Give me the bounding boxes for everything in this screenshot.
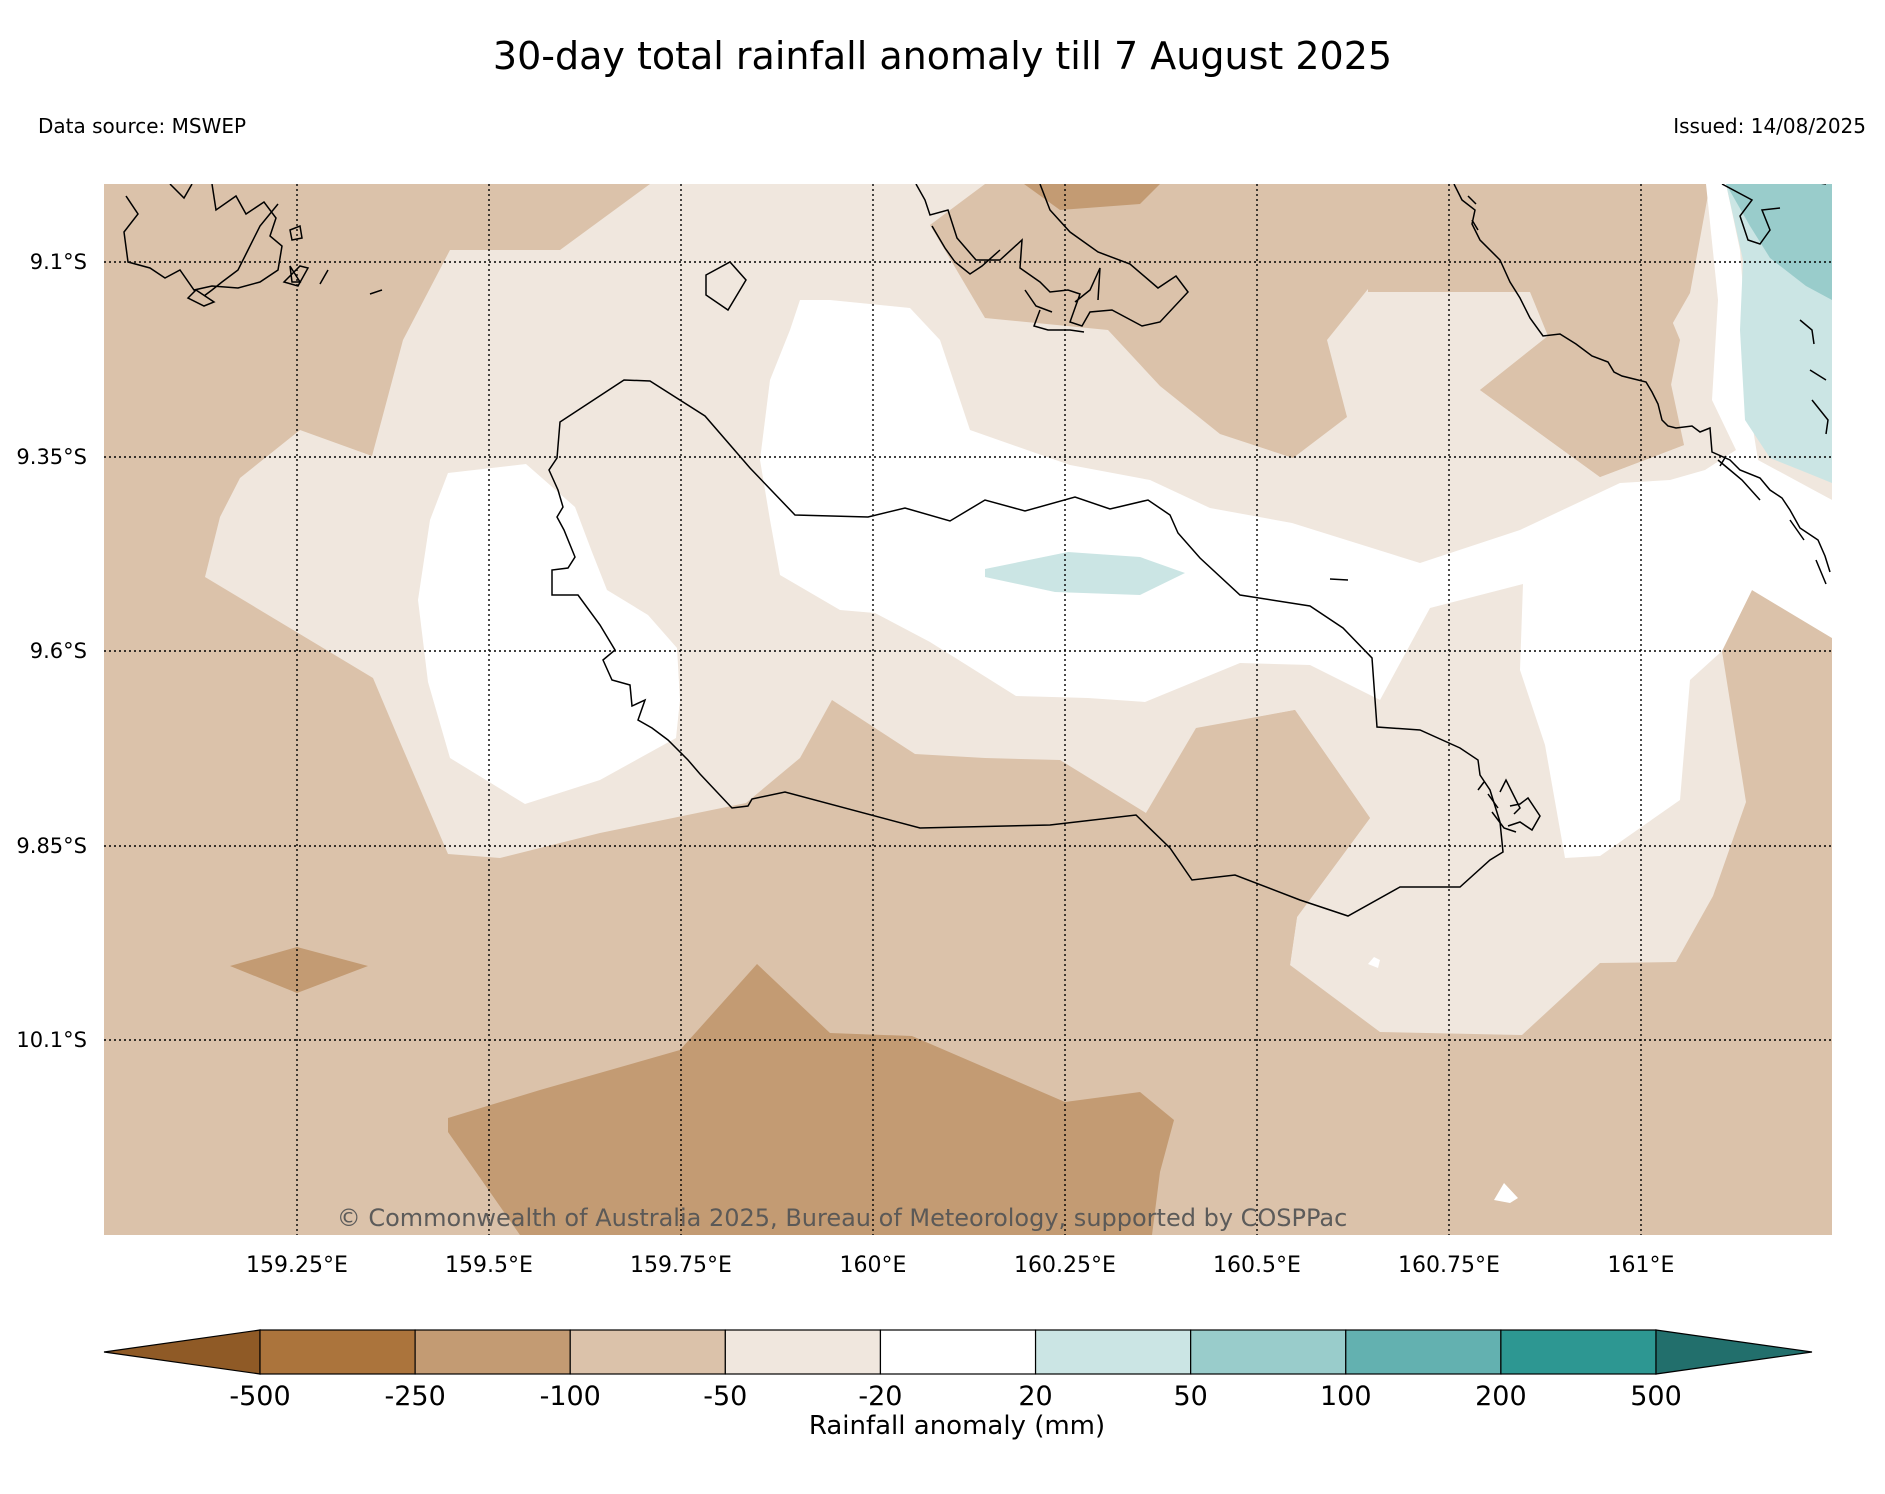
lat-label: 9.6°S xyxy=(30,639,87,663)
lon-label: 159.25°E xyxy=(246,1253,348,1278)
colorbar-segment xyxy=(569,1329,726,1375)
lat-label: 10.1°S xyxy=(16,1028,87,1052)
lon-label: 160°E xyxy=(840,1253,907,1278)
fill-band-neutral-fleck-2 xyxy=(1494,1183,1518,1203)
issued-date-label: Issued: 14/08/2025 xyxy=(1673,114,1866,138)
colorbar-segment xyxy=(879,1329,1037,1375)
lon-label: 159.75°E xyxy=(630,1253,732,1278)
colorbar-tick-label: -100 xyxy=(540,1381,601,1412)
fill-band-minus100-minus50-inner-ne xyxy=(1368,184,1690,477)
map-title: 30-day total rainfall anomaly till 7 Aug… xyxy=(492,34,1393,78)
longitude-labels: 159.25°E 159.5°E 159.75°E 160°E 160.25°E… xyxy=(246,1253,1674,1278)
colorbar: -500 -250 -100 -50 -20 20 50 100 200 500 xyxy=(103,1329,1813,1412)
colorbar-tick-label: -20 xyxy=(858,1381,902,1412)
colorbar-segment xyxy=(1034,1329,1192,1375)
fill-band-minus250-minus100-diamond xyxy=(230,947,368,993)
coastline-small-island-west xyxy=(705,261,747,312)
lon-label: 159.5°E xyxy=(445,1253,533,1278)
fill-band-neutral-west xyxy=(418,464,680,804)
lat-label: 9.1°S xyxy=(30,250,87,274)
colorbar-tick-label: 100 xyxy=(1320,1381,1372,1412)
colorbar-segment xyxy=(259,1329,416,1375)
coastlines xyxy=(123,184,1831,917)
coastline-nw-islands xyxy=(123,184,383,307)
colorbar-tick-label: 50 xyxy=(1173,1381,1207,1412)
fill-band-minus250-minus100-north xyxy=(1024,184,1160,210)
coastline-small-islets xyxy=(1329,184,1829,833)
fill-band-minus100-minus50-inner-s xyxy=(1146,710,1370,965)
colorbar-tick-label: -250 xyxy=(384,1381,445,1412)
fill-band-neutral-east-strip xyxy=(1706,184,1832,540)
colorbar-tick-label: 200 xyxy=(1475,1381,1527,1412)
lat-label: 9.85°S xyxy=(16,834,87,858)
lon-label: 160.75°E xyxy=(1398,1253,1500,1278)
lon-label: 160.25°E xyxy=(1014,1253,1116,1278)
copyright-notice: © Commonwealth of Australia 2025, Bureau… xyxy=(337,1204,1348,1232)
coastline-malaita xyxy=(1453,184,1831,585)
colorbar-extend-high xyxy=(1655,1329,1813,1375)
graticule xyxy=(104,184,1832,1235)
fill-band-50-100-northeast xyxy=(1726,184,1832,300)
fill-band-neutral-central xyxy=(760,300,1832,858)
colorbar-segment xyxy=(1500,1329,1657,1375)
colorbar-segment xyxy=(1190,1329,1347,1375)
latitude-labels: 9.1°S 9.35°S 9.6°S 9.85°S 10.1°S xyxy=(16,250,87,1052)
lon-label: 160.5°E xyxy=(1213,1253,1301,1278)
coastline-guadalcanal xyxy=(548,379,1504,917)
colorbar-segment xyxy=(414,1329,571,1375)
colorbar-tick-label: -500 xyxy=(229,1381,290,1412)
data-source-label: Data source: MSWEP xyxy=(38,114,247,138)
colorbar-tick-label: -50 xyxy=(703,1381,747,1412)
fill-band-neutral-fleck-1 xyxy=(1368,957,1380,968)
fill-band-20-50-center xyxy=(985,552,1185,595)
lon-label: 161°E xyxy=(1608,1253,1675,1278)
coastline-florida-islands xyxy=(915,184,1189,333)
colorbar-title: Rainfall anomaly (mm) xyxy=(809,1411,1105,1441)
colorbar-segment xyxy=(724,1329,882,1375)
colorbar-tick-label: 20 xyxy=(1018,1381,1052,1412)
fill-band-minus250-minus100-south xyxy=(448,964,1174,1235)
colorbar-segment xyxy=(1345,1329,1502,1375)
colorbar-tick-label: 500 xyxy=(1630,1381,1682,1412)
contour-fills xyxy=(104,184,1832,1235)
colorbar-extend-low xyxy=(103,1329,261,1375)
lat-label: 9.35°S xyxy=(16,445,87,469)
